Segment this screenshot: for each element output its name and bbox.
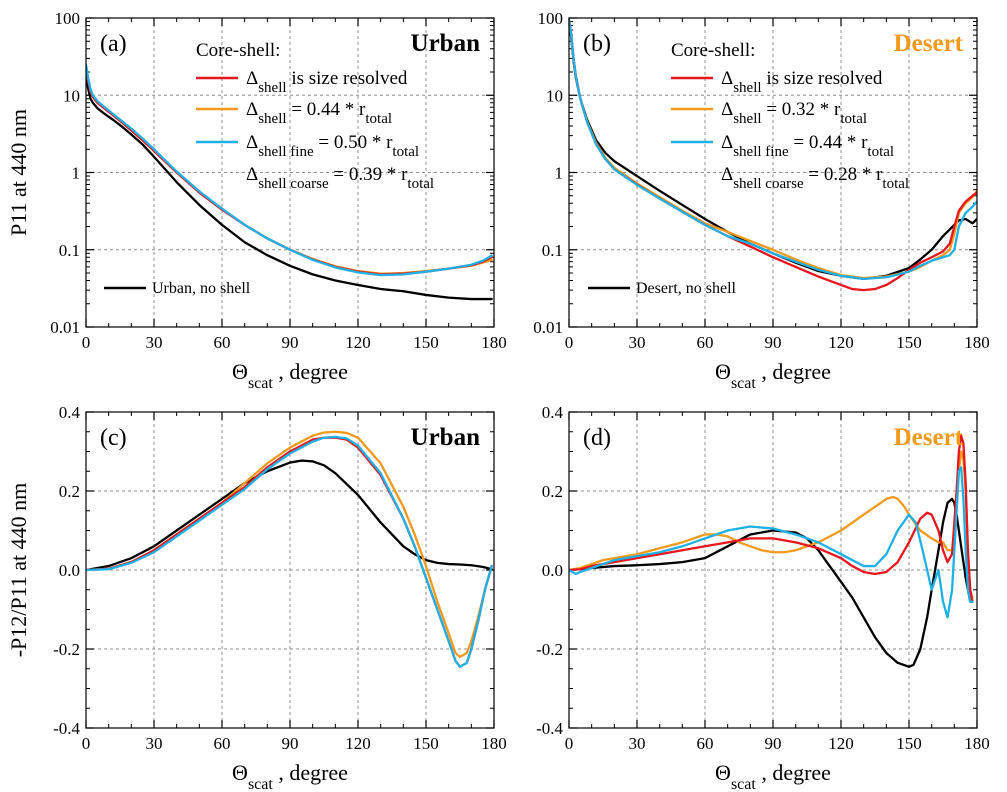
y-tick-label: 0.0 <box>59 561 80 580</box>
panel-a: 0 30 60 90 120 150 180 0.01 0.1 1 10 100 (a) Urban Θsc… <box>6 9 507 392</box>
panel-tag: (b) <box>583 31 611 57</box>
legend-entry: Δshell = 0.44 * rtotal <box>246 99 392 127</box>
legend-title: Core-shell: <box>671 40 755 61</box>
legend-noshell: Desert, no shell <box>636 280 737 297</box>
series-line-3 <box>569 497 974 668</box>
region-label: Urban <box>411 424 481 451</box>
series-line-2 <box>86 435 493 668</box>
y-tick-label: 0.0 <box>542 561 563 580</box>
legend-entry: Δshell = 0.32 * rtotal <box>721 99 867 127</box>
y-tick-label: 0.01 <box>533 318 563 337</box>
x-tick-label: 0 <box>82 333 91 352</box>
x-tick-label: 60 <box>214 333 231 352</box>
x-tick-label: 90 <box>765 734 782 753</box>
region-label: Desert <box>894 30 964 57</box>
x-tick-label: 120 <box>345 734 371 753</box>
panel-tag: (d) <box>583 425 611 451</box>
x-tick-label: 60 <box>697 734 714 753</box>
y-tick-label: 0.2 <box>542 482 563 501</box>
y-tick-label: 0.4 <box>59 403 81 422</box>
x-tick-label: 180 <box>481 333 507 352</box>
x-tick-label: 30 <box>146 333 163 352</box>
panel-d: 0 30 60 90 120 150 180 -0.4 -0.2 0.0 0.2 0.4 (d) Dese… <box>536 403 990 792</box>
y-tick-label: 1 <box>555 164 564 183</box>
y-tick-label: -0.2 <box>53 640 80 659</box>
legend: Core-shell: Δshell is size resolved Δshell… <box>104 40 434 297</box>
x-tick-label: 150 <box>413 734 439 753</box>
panel-c: 0 30 60 90 120 150 180 -0.4 -0.2 0.0 0.2 0.4 (c) Urba… <box>6 403 507 792</box>
y-tick-label: 0.1 <box>542 241 563 260</box>
plot-frame <box>568 411 978 729</box>
plot-frame <box>568 17 978 328</box>
series-line-2 <box>569 18 977 280</box>
legend: Core-shell: Δshell is size resolved Δshell… <box>588 40 909 297</box>
x-tick-label: 120 <box>828 734 854 753</box>
panel-tag: (c) <box>100 425 127 451</box>
series-line-1 <box>569 450 974 599</box>
x-tick-label: 120 <box>828 333 854 352</box>
x-tick-label: 60 <box>697 333 714 352</box>
x-tick-label: 30 <box>629 333 646 352</box>
x-tick-label: 0 <box>565 333 574 352</box>
y-tick-label: 100 <box>55 9 81 28</box>
y-axis-label: P11 at 440 nm <box>6 109 31 236</box>
x-axis-label: Θscat , degree <box>232 359 348 392</box>
legend-entry: Δshell is size resolved <box>721 68 883 96</box>
x-axis-label: Θscat , degree <box>715 359 831 392</box>
y-axis-label: -P12/P11 at 440 nm <box>6 483 31 658</box>
x-tick-label: 30 <box>146 734 163 753</box>
x-tick-label: 90 <box>282 734 299 753</box>
legend-noshell: Urban, no shell <box>152 280 251 297</box>
y-tick-label: 10 <box>63 86 80 105</box>
legend-entry: Δshell fine = 0.44 * rtotal <box>721 132 894 160</box>
x-tick-label: 150 <box>413 333 439 352</box>
series-line-0 <box>86 436 493 668</box>
series-line-1 <box>86 64 493 275</box>
plot-frame <box>85 411 495 729</box>
x-tick-label: 180 <box>964 333 990 352</box>
y-tick-label: 1 <box>72 164 81 183</box>
legend-entry: Δshell is size resolved <box>246 68 408 96</box>
y-tick-label: 0.4 <box>542 403 564 422</box>
x-tick-label: 150 <box>896 333 922 352</box>
y-tick-label: 10 <box>546 86 563 105</box>
x-tick-label: 0 <box>82 734 91 753</box>
x-tick-label: 90 <box>765 333 782 352</box>
region-label: Urban <box>411 30 481 57</box>
y-tick-label: 0.1 <box>59 241 80 260</box>
series-line-3 <box>86 459 493 572</box>
x-tick-label: 0 <box>565 734 574 753</box>
region-label: Desert <box>894 424 964 451</box>
y-tick-label: 0.01 <box>50 318 80 337</box>
x-tick-label: 90 <box>282 333 299 352</box>
y-tick-label: -0.4 <box>53 719 80 738</box>
x-tick-label: 60 <box>214 734 231 753</box>
y-tick-label: -0.4 <box>536 719 563 738</box>
panel-tag: (a) <box>100 31 127 57</box>
series-line-3 <box>86 74 493 301</box>
x-axis-label: Θscat , degree <box>715 760 831 792</box>
x-tick-label: 120 <box>345 333 371 352</box>
x-tick-label: 30 <box>629 734 646 753</box>
plot-frame <box>85 17 495 328</box>
series-line-2 <box>569 466 974 619</box>
x-tick-label: 180 <box>481 734 507 753</box>
x-tick-label: 180 <box>964 734 990 753</box>
legend-title: Core-shell: <box>196 40 280 61</box>
x-axis-label: Θscat , degree <box>232 760 348 792</box>
legend-entry: Δshell coarse = 0.39 * rtotal <box>246 164 434 192</box>
series-line-1 <box>86 430 493 659</box>
series-line-2 <box>86 63 493 277</box>
series-line-0 <box>569 434 974 603</box>
legend-entry: Δshell fine = 0.50 * rtotal <box>246 132 419 160</box>
panel-b: 0 30 60 90 120 150 180 0.01 0.1 1 10 100 (b) Desert Θs… <box>533 9 990 392</box>
x-tick-label: 150 <box>896 734 922 753</box>
y-tick-label: 100 <box>538 9 564 28</box>
y-tick-label: 0.2 <box>59 482 80 501</box>
legend-entry: Δshell coarse = 0.28 * rtotal <box>721 164 909 192</box>
y-tick-label: -0.2 <box>536 640 563 659</box>
